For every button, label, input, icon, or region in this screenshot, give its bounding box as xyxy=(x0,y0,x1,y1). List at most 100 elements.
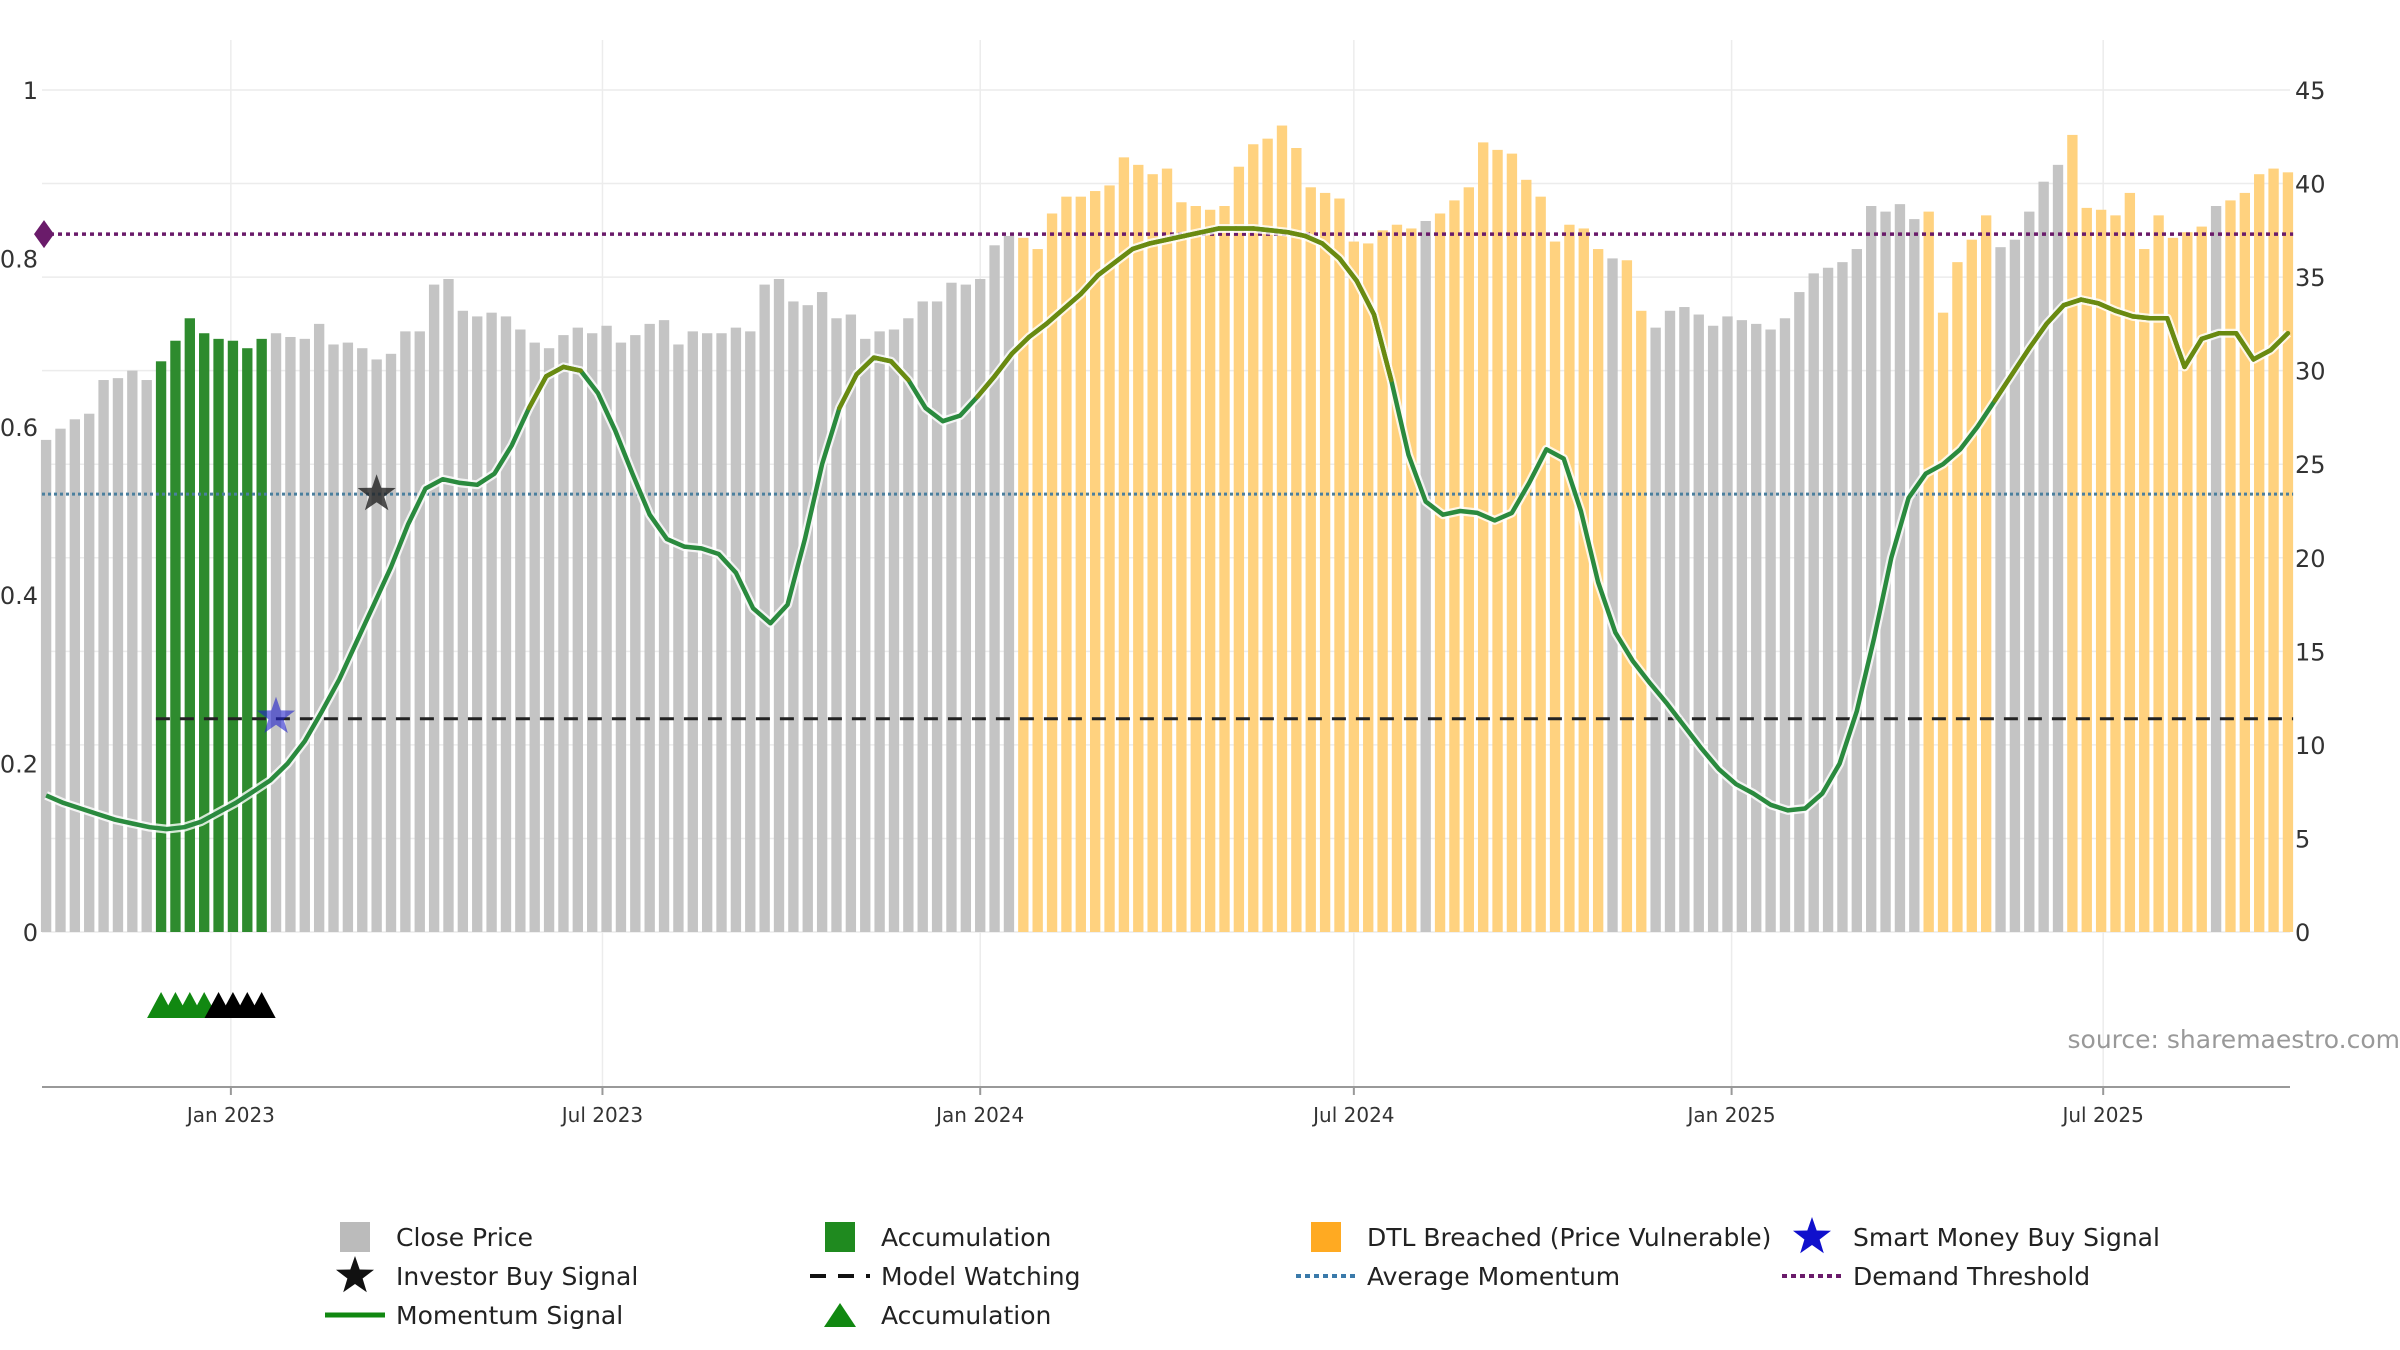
close-price-bar xyxy=(644,323,655,932)
legend-item-model-watching: Model Watching xyxy=(810,1262,1081,1291)
close-price-bar xyxy=(515,329,526,933)
legend-label: Demand Threshold xyxy=(1853,1262,2090,1291)
momentum-signal-segment xyxy=(2044,302,2067,327)
close-price-bar xyxy=(371,359,382,932)
dtl-breached-bar xyxy=(2110,215,2121,932)
close-price-bar xyxy=(543,348,555,932)
dtl-breached-bar xyxy=(2282,172,2294,933)
close-price-bar xyxy=(529,342,540,933)
close-price-bar xyxy=(831,318,842,933)
momentum-signal-segment xyxy=(1164,233,1187,242)
close-price-bar xyxy=(601,325,612,932)
momentum-signal-segment xyxy=(526,374,549,411)
dtl-breached-bar xyxy=(2095,209,2107,933)
x-axis-tick-label: Jan 2024 xyxy=(934,1103,1024,1127)
close-price-bar xyxy=(98,380,109,932)
momentum-signal-segment xyxy=(2130,314,2153,321)
close-price-bar xyxy=(558,335,569,932)
dtl-breached-bar xyxy=(1506,153,1518,932)
dtl-breached-bar xyxy=(1434,213,1446,932)
close-price-bar xyxy=(701,333,713,932)
momentum-signal-segment xyxy=(854,355,877,377)
momentum-signal-segment xyxy=(1371,312,1394,383)
momentum-signal-segment xyxy=(1113,246,1135,265)
dtl-breached-bar xyxy=(1291,148,1302,932)
dtl-breached-bar xyxy=(1564,224,1575,933)
close-price-bar xyxy=(773,278,785,933)
dtl-breached-bar xyxy=(1061,196,1072,933)
dtl-breached-bar xyxy=(2225,200,2236,932)
legend-item-demand-threshold: Demand Threshold xyxy=(1782,1262,2090,1291)
momentum-signal-segment xyxy=(2199,330,2222,342)
legend-item-accumulation-marker: Accumulation xyxy=(824,1301,1051,1330)
close-price-bar xyxy=(845,314,857,932)
close-price-bar xyxy=(888,329,900,933)
dtl-breached-bar xyxy=(2081,207,2092,932)
dtl-breached-bar xyxy=(1204,209,1216,933)
demand-threshold-marker xyxy=(34,220,54,249)
momentum-signal-segment xyxy=(1061,291,1084,312)
dtl-breached-bar xyxy=(1478,142,1489,932)
smart-money-buy-signal-star xyxy=(257,696,296,733)
dtl-breached-bar xyxy=(1075,196,1086,933)
x-axis-tick-label: Jan 2023 xyxy=(185,1103,275,1127)
close-price-bar xyxy=(1664,310,1676,932)
close-price-bar xyxy=(342,342,354,933)
momentum-signal-segment xyxy=(1078,272,1101,297)
close-price-bar xyxy=(572,327,583,932)
accumulation-bar xyxy=(199,333,210,932)
dtl-breached-bar xyxy=(1133,164,1144,932)
dtl-breached-bar xyxy=(1636,310,1647,932)
right-axis-tick-label: 25 xyxy=(2295,451,2326,479)
close-price-bar xyxy=(615,342,627,933)
close-price-bar xyxy=(860,338,871,932)
close-price-bar xyxy=(802,305,813,933)
dtl-breached-bar xyxy=(1032,249,1043,933)
accumulation-bar xyxy=(256,338,267,932)
momentum-signal-segment xyxy=(1044,306,1066,327)
dtl-breached-bar xyxy=(1535,196,1546,933)
momentum-signal-segment xyxy=(2027,321,2049,351)
legend-label: Momentum Signal xyxy=(396,1301,623,1330)
momentum-signal-segment xyxy=(1095,259,1118,278)
x-axis-tick-label: Jul 2025 xyxy=(2060,1103,2143,1127)
legend-swatch xyxy=(825,1222,855,1252)
legend-swatch xyxy=(1311,1222,1341,1252)
momentum-signal-segment xyxy=(1009,334,1032,357)
dtl-breached-bar xyxy=(2124,192,2136,932)
close-price-bar xyxy=(2024,211,2035,933)
dtl-breached-bar xyxy=(1966,239,1977,932)
close-price-bar xyxy=(874,331,885,933)
close-price-bar xyxy=(328,344,339,933)
dtl-breached-bar xyxy=(1334,198,1345,933)
momentum-signal-segment xyxy=(975,374,997,400)
right-axis-tick-label: 30 xyxy=(2295,358,2326,386)
momentum-signal-segment xyxy=(888,359,911,383)
close-price-bar xyxy=(141,380,152,932)
momentum-signal-segment xyxy=(2233,330,2256,362)
legend-label: Accumulation xyxy=(881,1301,1051,1330)
dtl-breached-bar xyxy=(1492,149,1503,932)
x-axis-tick-label: Jul 2024 xyxy=(1311,1103,1394,1127)
right-axis-tick-label: 45 xyxy=(2295,77,2326,105)
momentum-signal-segment xyxy=(2113,308,2135,319)
accumulation-triangle-marker xyxy=(247,992,276,1018)
momentum-signal-segment xyxy=(1302,233,1325,246)
close-price-bar xyxy=(587,333,598,932)
dtl-breached-bar xyxy=(1937,312,1949,932)
dtl-breached-bar xyxy=(1463,187,1474,932)
accumulation-markers xyxy=(147,992,276,1018)
close-price-bar xyxy=(917,301,928,932)
momentum-signal-segment xyxy=(561,364,583,373)
momentum-signal-segment xyxy=(2096,301,2118,314)
dtl-breached-bar xyxy=(1923,211,1934,933)
momentum-signal-segment xyxy=(1182,229,1204,239)
legend-item-dtl: DTL Breached (Price Vulnerable) xyxy=(1311,1222,1771,1252)
momentum-signal-segment xyxy=(871,355,894,364)
close-price-bar xyxy=(457,310,469,932)
close-price-bar xyxy=(55,428,66,932)
close-price-bar xyxy=(313,323,325,932)
close-price-bar xyxy=(285,336,296,932)
